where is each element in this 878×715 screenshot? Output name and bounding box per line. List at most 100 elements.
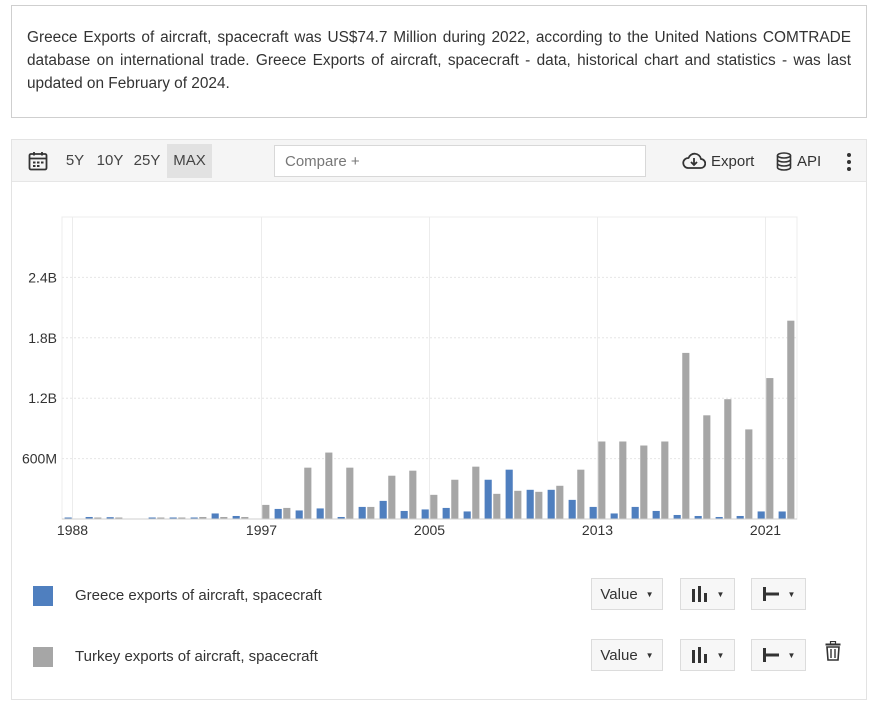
description-text: Greece Exports of aircraft, spacecraft w… — [27, 29, 851, 92]
x-tick-label: 2005 — [414, 522, 445, 538]
caret-down-icon: ▼ — [645, 650, 654, 660]
bar-chart-icon — [691, 647, 707, 663]
caret-down-icon: ▼ — [716, 650, 725, 660]
caret-down-icon: ▼ — [787, 650, 796, 660]
x-tick-label: 2021 — [750, 522, 781, 538]
bar-greece — [316, 508, 324, 519]
bar-turkey — [577, 469, 585, 519]
export-button[interactable]: Export — [682, 144, 754, 178]
bar-greece — [295, 510, 303, 519]
bar-chart: 600M 1.2B 1.8B 2.4B 1988 1997 2005 2013 2021 — [22, 216, 798, 538]
bar-turkey — [682, 352, 690, 519]
bar-greece — [358, 506, 366, 519]
trash-icon[interactable] — [825, 641, 841, 661]
bar-turkey — [703, 415, 711, 519]
bar-greece — [610, 513, 618, 519]
line-style-icon — [762, 648, 779, 662]
bar-greece — [715, 516, 723, 519]
caret-down-icon: ▼ — [787, 589, 796, 599]
legend-row-turkey: Turkey exports of aircraft, spacecraft V… — [12, 637, 866, 677]
api-button[interactable]: API — [776, 144, 821, 178]
bar-turkey — [556, 485, 564, 519]
bar-greece — [64, 517, 72, 519]
y-tick-label: 600M — [22, 451, 57, 467]
bar-greece — [211, 513, 219, 519]
value-select-greece[interactable]: Value ▼ — [591, 578, 663, 610]
bar-turkey — [241, 516, 249, 519]
x-tick-label: 2013 — [582, 522, 613, 538]
bar-turkey — [94, 517, 102, 519]
legend-swatch-turkey — [33, 647, 53, 667]
bar-turkey — [472, 466, 480, 519]
bar-greece — [169, 517, 177, 519]
legend-row-greece: Greece exports of aircraft, spacecraft V… — [12, 576, 866, 616]
bar-turkey — [619, 441, 627, 519]
bar-greece — [526, 489, 534, 519]
bar-turkey — [283, 507, 291, 519]
bar-greece — [148, 517, 156, 519]
range-5y-button[interactable]: 5Y — [65, 152, 85, 169]
caret-down-icon: ▼ — [716, 589, 725, 599]
chart-panel: 5Y 10Y 25Y MAX Export API — [11, 139, 867, 700]
bar-greece — [274, 508, 282, 519]
bar-turkey — [325, 452, 333, 519]
bar-turkey — [157, 517, 165, 519]
bar-greece — [421, 509, 429, 519]
bar-turkey — [430, 494, 438, 519]
line-style-select-turkey[interactable]: ▼ — [751, 639, 806, 671]
bar-greece — [106, 517, 114, 519]
line-style-select-greece[interactable]: ▼ — [751, 578, 806, 610]
range-max-button[interactable]: MAX — [167, 144, 212, 178]
bar-greece — [190, 517, 198, 519]
chart-type-select-turkey[interactable]: ▼ — [680, 639, 735, 671]
bar-turkey — [787, 320, 795, 519]
y-tick-label: 1.2B — [28, 390, 57, 406]
calendar-icon[interactable] — [28, 151, 48, 171]
bar-greece — [652, 510, 660, 519]
bar-greece — [85, 516, 93, 519]
range-10y-button[interactable]: 10Y — [96, 152, 124, 169]
bar-greece — [337, 516, 345, 519]
bar-greece — [736, 515, 744, 519]
bar-turkey — [178, 517, 186, 519]
y-tick-label: 1.8B — [28, 330, 57, 346]
bar-turkey — [220, 516, 228, 519]
bar-greece — [547, 489, 555, 519]
export-label: Export — [711, 152, 755, 170]
value-select-label: Value — [600, 646, 638, 664]
bar-greece — [232, 515, 240, 519]
compare-input[interactable] — [274, 145, 646, 177]
bar-turkey — [346, 467, 354, 519]
chart-type-select-greece[interactable]: ▼ — [680, 578, 735, 610]
bar-turkey — [199, 516, 207, 519]
x-tick-label: 1997 — [246, 522, 277, 538]
line-style-icon — [762, 587, 779, 601]
bar-turkey — [262, 504, 270, 519]
cloud-download-icon — [682, 152, 706, 169]
range-25y-button[interactable]: 25Y — [133, 152, 161, 169]
bar-greece — [631, 506, 639, 519]
x-tick-label: 1988 — [57, 522, 88, 538]
bar-turkey — [304, 467, 312, 519]
api-label: API — [797, 152, 822, 170]
bar-turkey — [451, 479, 459, 519]
database-icon — [776, 151, 792, 171]
bar-greece — [673, 514, 681, 519]
y-tick-label: 2.4B — [28, 269, 57, 285]
bar-greece — [505, 469, 513, 519]
bar-turkey — [388, 475, 396, 519]
bar-turkey — [535, 491, 543, 519]
value-select-turkey[interactable]: Value ▼ — [591, 639, 663, 671]
bar-turkey — [766, 378, 774, 519]
bar-greece — [400, 510, 408, 519]
bar-turkey — [115, 517, 123, 519]
legend-swatch-greece — [33, 586, 53, 606]
value-select-label: Value — [600, 585, 638, 603]
legend-label-turkey: Turkey exports of aircraft, spacecraft — [75, 648, 318, 665]
more-options-icon[interactable] — [844, 152, 854, 172]
bar-turkey — [514, 490, 522, 519]
bar-turkey — [724, 399, 732, 519]
bar-greece — [484, 479, 492, 519]
bar-turkey — [367, 506, 375, 519]
bar-greece — [463, 511, 471, 519]
